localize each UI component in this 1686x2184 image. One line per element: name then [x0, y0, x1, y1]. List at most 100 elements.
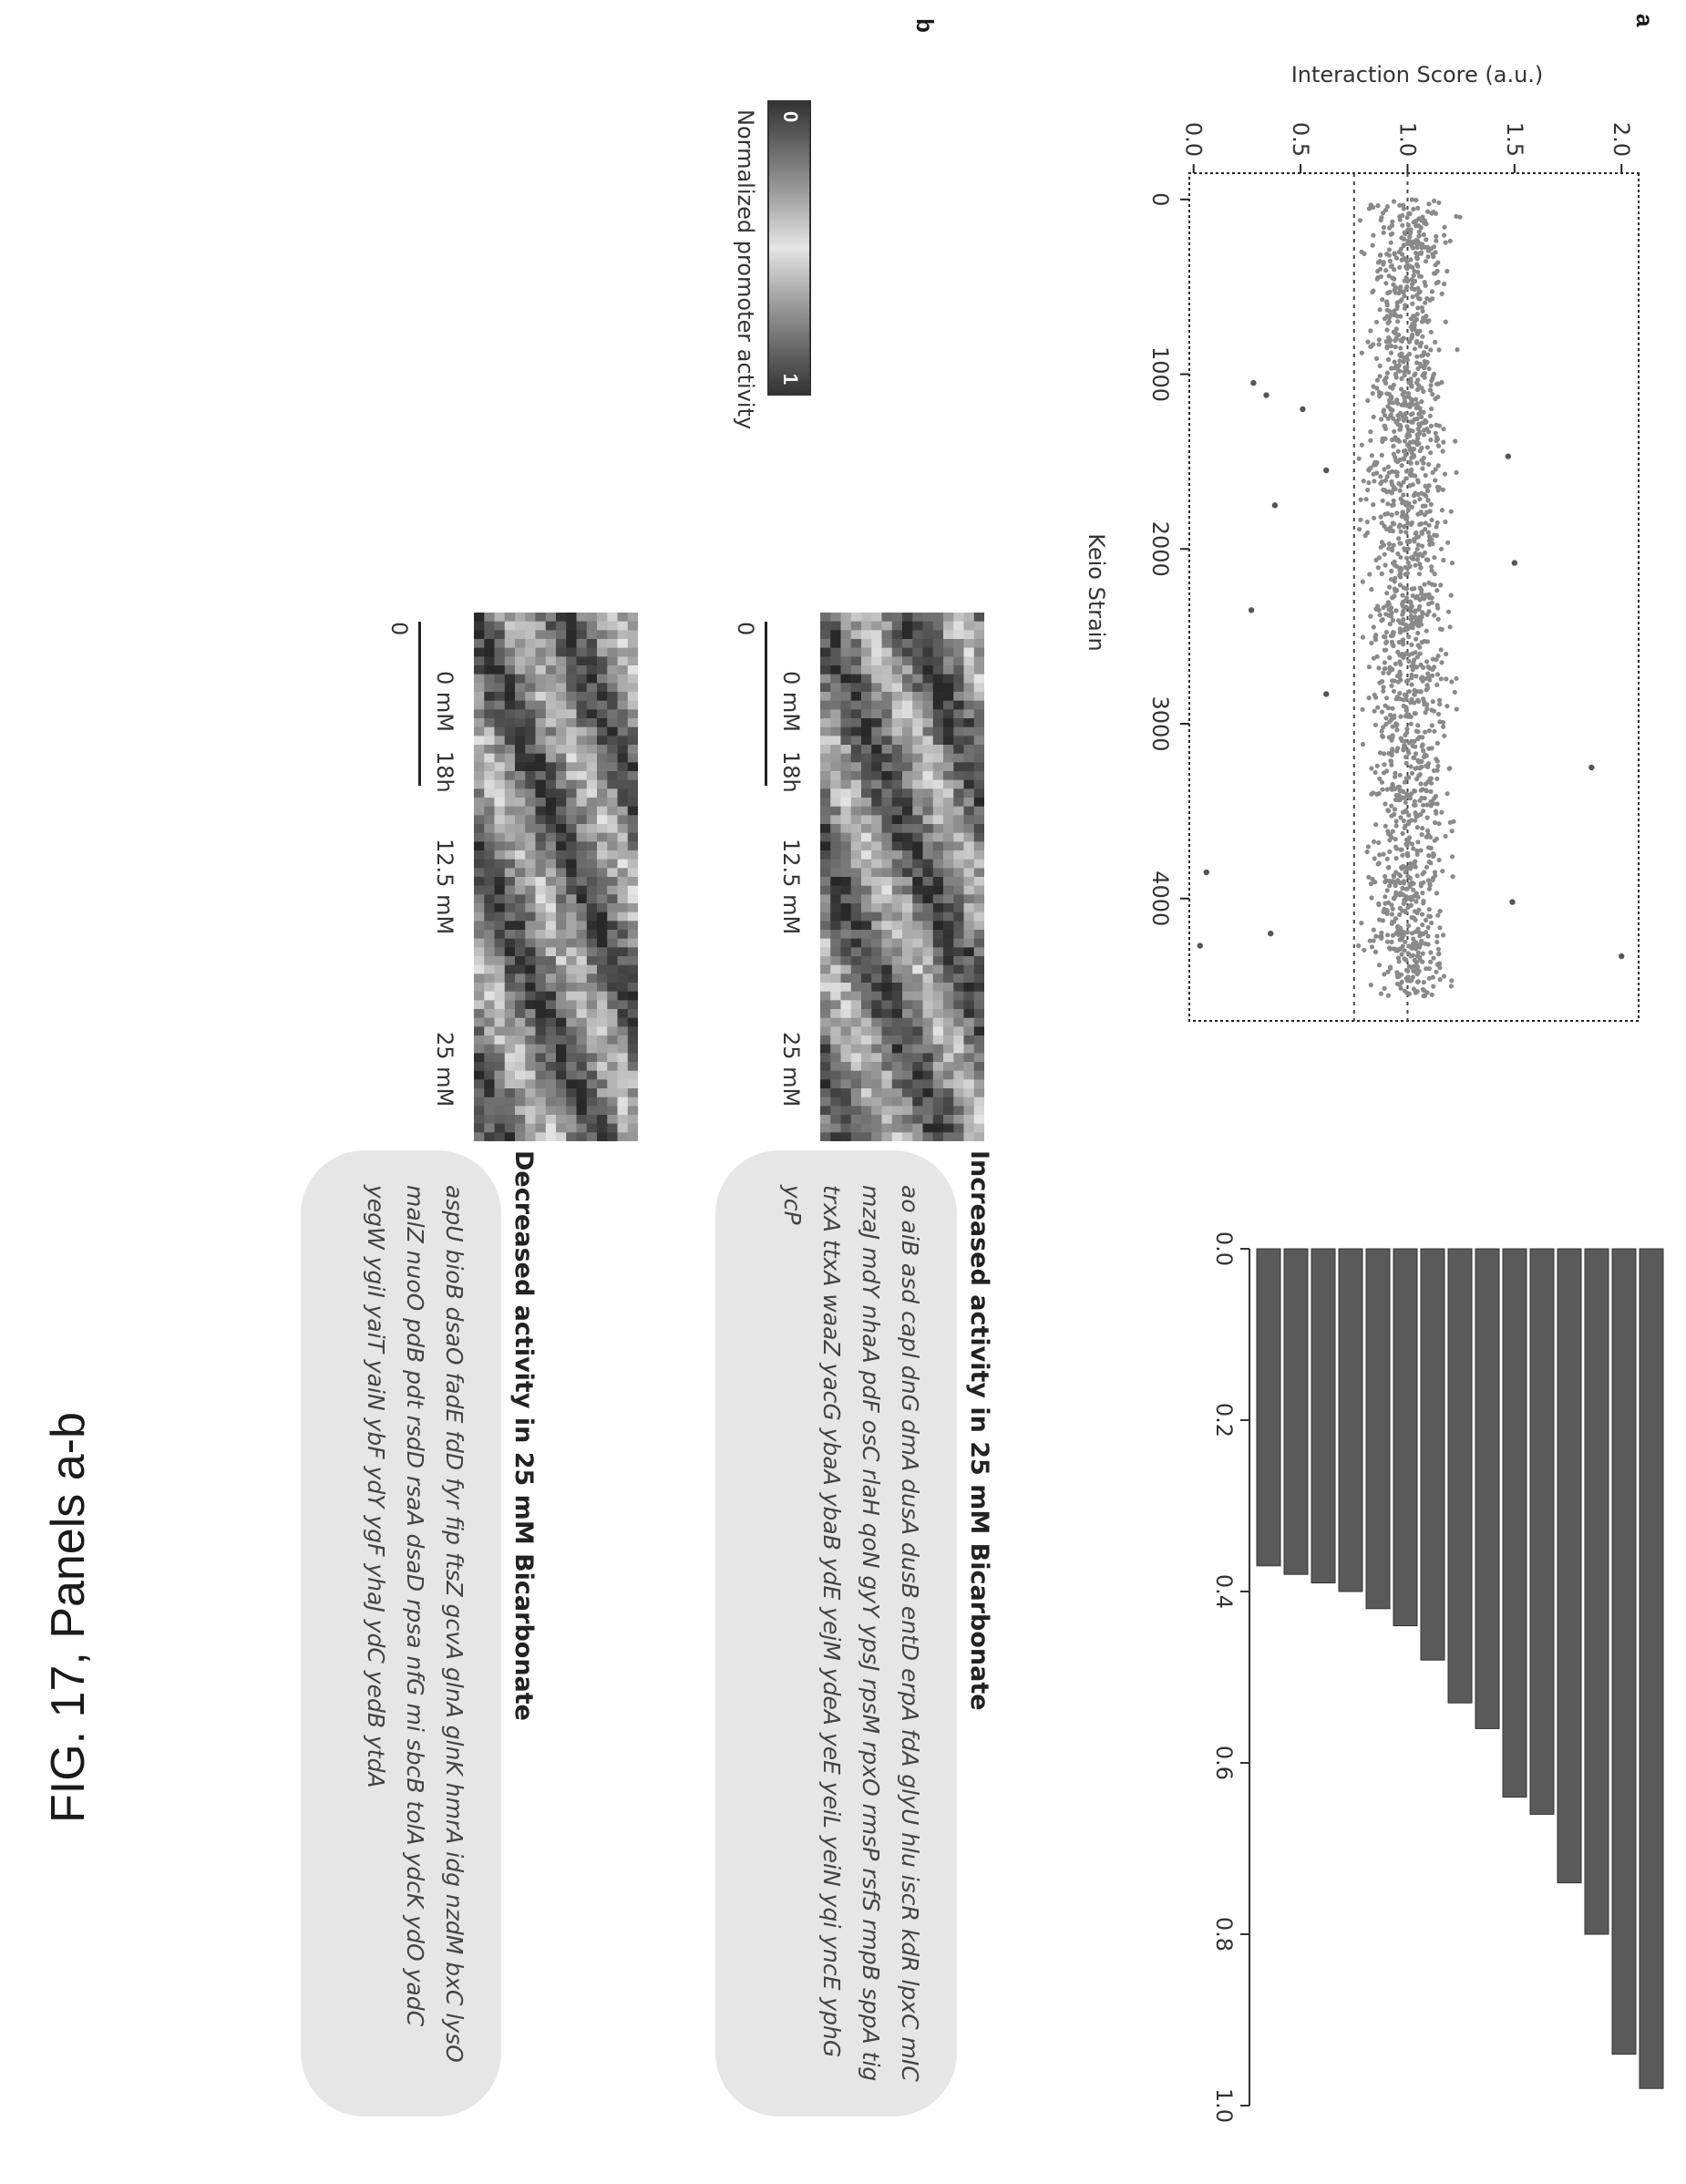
heatmap-cell	[483, 841, 495, 851]
heatmap-cell	[545, 1088, 556, 1098]
heatmap-cell	[474, 912, 485, 922]
heatmap-cell	[606, 753, 618, 763]
scatter-point	[1380, 617, 1385, 623]
heatmap-cell	[545, 1053, 556, 1063]
heatmap-cell	[586, 1044, 597, 1054]
scatter-point	[1393, 774, 1398, 779]
heatmap-cell	[870, 1123, 882, 1133]
scatter-point	[1379, 779, 1385, 785]
scatter-point	[1418, 662, 1424, 668]
scatter-point	[1413, 818, 1418, 823]
heatmap-cell	[911, 921, 923, 931]
heatmap-cell	[627, 762, 638, 772]
heatmap-cell	[911, 859, 923, 869]
heatmap-cell	[606, 1017, 618, 1027]
heatmap-cell	[606, 665, 618, 675]
heatmap-cell	[606, 832, 618, 842]
scatter-point	[1435, 605, 1441, 611]
heatmap-cell	[596, 621, 608, 631]
scatter-point	[1393, 696, 1399, 702]
scatter-point	[1409, 675, 1414, 681]
scatter-point	[1414, 397, 1419, 402]
heatmap-cell	[504, 788, 515, 798]
scatter-outlier	[1509, 899, 1516, 905]
heatmap-cell	[596, 1026, 608, 1036]
heatmap-cell	[616, 1017, 628, 1027]
heatmap-cell	[606, 815, 618, 825]
scatter-point	[1416, 623, 1422, 629]
heatmap-cell	[616, 1044, 628, 1054]
heatmap-cell	[901, 692, 913, 702]
heatmap-cell	[474, 1088, 485, 1098]
scatter-point	[1392, 359, 1397, 365]
heatmap-cell	[575, 1017, 587, 1027]
heatmap-cell	[565, 1053, 577, 1063]
heatmap-cell	[820, 912, 831, 922]
scatter-point	[1369, 453, 1374, 458]
scatter-point	[1425, 352, 1431, 357]
heatmap-cell	[504, 841, 515, 851]
scatter-point	[1403, 744, 1408, 749]
bar	[1611, 1248, 1637, 2055]
heatmap-cell	[973, 868, 984, 878]
heatmap-cell	[880, 736, 892, 746]
scatter-point	[1423, 483, 1428, 489]
heatmap-cell	[545, 656, 556, 666]
scatter-point	[1415, 270, 1421, 275]
scatter-point	[1434, 233, 1439, 239]
heatmap-cell	[820, 798, 831, 808]
heatmap-cell	[891, 1106, 902, 1116]
heatmap-cell	[973, 1026, 984, 1036]
scatter-point	[1437, 701, 1443, 707]
heatmap-cell	[474, 1009, 485, 1019]
scatter-point	[1371, 288, 1376, 294]
heatmap-cell	[932, 647, 943, 657]
heatmap-cell	[606, 894, 618, 904]
heatmap-cell	[545, 956, 556, 966]
scatter-point	[1401, 492, 1406, 498]
scatter-point	[1429, 600, 1434, 605]
scatter-point	[1390, 906, 1395, 912]
scatter-point	[1410, 411, 1415, 417]
heatmap-cell	[932, 656, 943, 666]
heatmap-cell	[565, 621, 577, 631]
heatmap-cell	[942, 991, 954, 1001]
heatmap-cell	[586, 859, 597, 869]
scatter-point	[1374, 763, 1380, 768]
heatmap-cell	[565, 938, 577, 948]
heatmap-cell	[565, 1026, 577, 1036]
heatmap-cell	[555, 1070, 567, 1080]
heatmap-cell	[616, 656, 628, 666]
heatmap-cell	[942, 718, 954, 728]
scatter-point	[1412, 738, 1417, 745]
heatmap-cell	[545, 1079, 556, 1089]
scatter-point	[1376, 840, 1382, 846]
heatmap-cell	[839, 771, 851, 781]
heatmap-cell	[891, 1009, 902, 1019]
scatter-point	[1374, 377, 1380, 383]
heatmap-cell	[504, 956, 515, 966]
heatmap-cell	[973, 1115, 984, 1125]
scatter-point	[1423, 472, 1428, 479]
heatmap-cell	[880, 1000, 892, 1010]
scatter-point	[1389, 683, 1394, 688]
heatmap-cell	[952, 850, 964, 860]
heatmap-cell	[483, 1115, 495, 1125]
scatter-point	[1410, 593, 1415, 599]
scatter-point	[1424, 259, 1429, 264]
scatter-point	[1443, 319, 1448, 325]
heatmap-cell	[839, 1097, 851, 1107]
heatmap-cell	[493, 1062, 505, 1072]
heatmap-cell	[932, 850, 943, 860]
heatmap-cell	[952, 718, 964, 728]
heatmap-cell	[514, 726, 526, 737]
heatmap-cell	[973, 683, 984, 693]
scatter-point	[1384, 888, 1390, 893]
heatmap-cell	[942, 1044, 954, 1054]
heatmap-cell	[575, 1132, 587, 1141]
heatmap-cell	[575, 692, 587, 702]
heatmap-cell	[911, 1009, 923, 1019]
heatmap-cell	[952, 1062, 964, 1072]
heatmap-cell	[555, 753, 567, 763]
heatmap-cell	[534, 613, 546, 623]
